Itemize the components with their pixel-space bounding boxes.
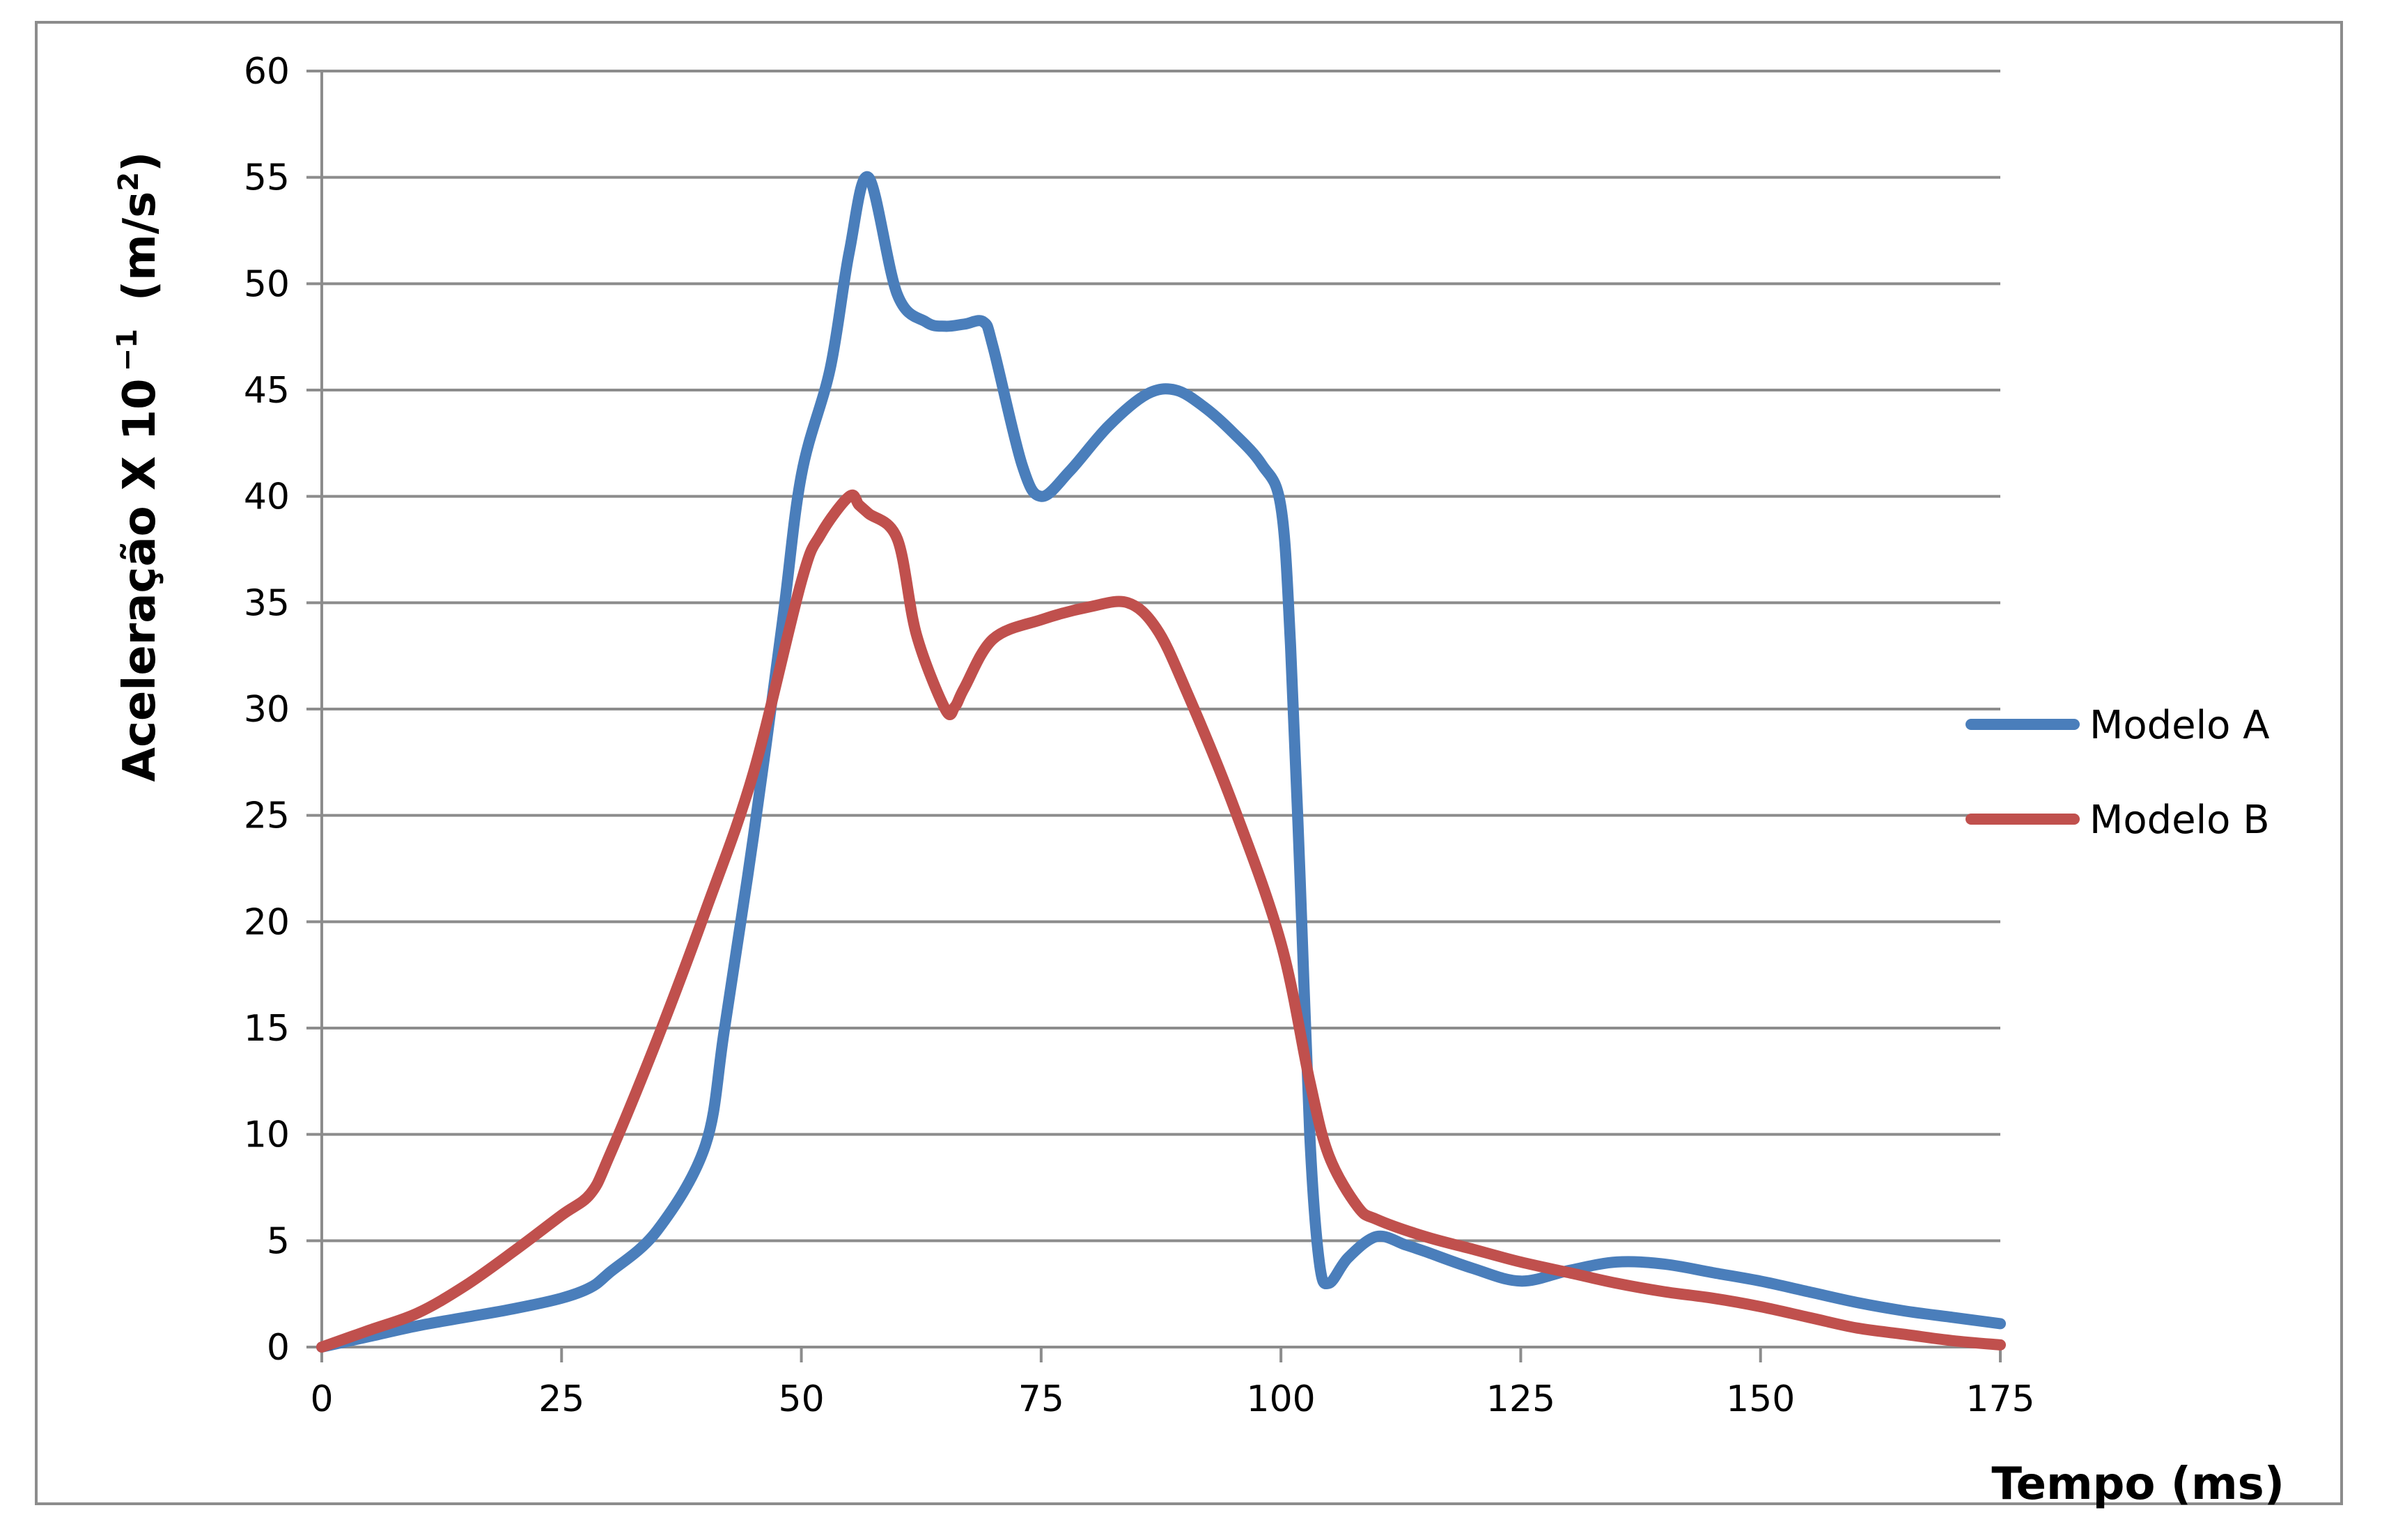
y-axis-title-main: Aceleração X 10 <box>114 378 166 781</box>
x-tick-label-75: 75 <box>1018 1378 1064 1420</box>
y-tick-label-30: 30 <box>244 689 290 731</box>
legend-label-modelo-b: Modelo B <box>2089 798 2270 843</box>
y-tick-label-55: 55 <box>244 157 290 199</box>
y-axis-title-units-close: ) <box>114 152 166 172</box>
y-tick-label-45: 45 <box>244 370 290 412</box>
series-line-modelo-b <box>316 489 2006 1353</box>
series-lines <box>316 171 2006 1353</box>
y-tick-label-35: 35 <box>244 582 290 624</box>
y-axis-title: Aceleração X 10 −1 (m/s2) <box>111 152 166 782</box>
x-tick-label-50: 50 <box>778 1378 824 1420</box>
y-tick-label-10: 10 <box>244 1114 290 1156</box>
y-axis-title-units: (m/s <box>114 192 166 301</box>
axes <box>306 70 2002 1362</box>
legend-label-modelo-a: Modelo A <box>2089 703 2270 748</box>
y-tick-label-0: 0 <box>267 1327 290 1369</box>
y-axis-title-exponent: −1 <box>111 329 143 371</box>
y-tick-label-15: 15 <box>244 1008 290 1050</box>
y-tick-labels: 0 5 10 15 20 25 30 35 40 45 50 55 60 <box>244 51 290 1369</box>
y-tick-label-20: 20 <box>244 901 290 943</box>
gridlines <box>322 70 2000 1243</box>
x-tick-label-125: 125 <box>1486 1378 1555 1420</box>
y-tick-label-40: 40 <box>244 476 290 518</box>
y-tick-label-25: 25 <box>244 795 290 837</box>
x-tick-label-0: 0 <box>310 1378 333 1420</box>
y-tick-label-50: 50 <box>244 263 290 305</box>
x-tick-label-25: 25 <box>538 1378 584 1420</box>
x-tick-label-175: 175 <box>1965 1378 2034 1420</box>
x-tick-labels: 0 25 50 75 100 125 150 175 <box>310 1378 2034 1420</box>
y-tick-label-60: 60 <box>244 51 290 93</box>
y-tick-label-5: 5 <box>267 1220 290 1262</box>
x-axis-title: Tempo (ms) <box>1991 1459 2284 1510</box>
x-tick-label-100: 100 <box>1247 1378 1316 1420</box>
legend: Modelo A Modelo B <box>1965 703 2270 843</box>
series-line-modelo-a <box>316 171 2006 1353</box>
chart-frame <box>35 21 2343 1505</box>
y-axis-title-units-sup: 2 <box>113 172 145 192</box>
x-tick-label-150: 150 <box>1726 1378 1795 1420</box>
